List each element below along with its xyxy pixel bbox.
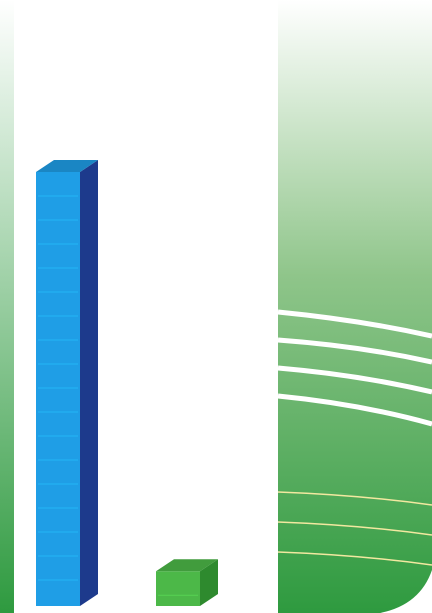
bar-top-face [156,559,218,572]
bar-front-face [36,172,80,606]
right-decorative-panel [277,0,432,613]
panel-accent-line [277,551,432,566]
panel-swoosh-line [277,365,432,395]
bar-side-face [200,559,218,606]
bar-front-face [156,571,200,606]
panel-swoosh-line [277,337,432,365]
panel-accent-line [277,491,432,506]
bar-top-face [36,160,98,172]
panel-shape [278,0,432,613]
bar-2 [156,559,218,606]
bar-1 [36,160,98,606]
panel-corner-cut [380,570,432,613]
panel-swoosh-line [277,393,432,427]
panel-accent-line [277,521,432,536]
bar-group [36,160,218,606]
panel-swoosh-line [277,309,432,339]
left-background-strip [0,0,14,613]
bar-side-face [80,160,98,606]
